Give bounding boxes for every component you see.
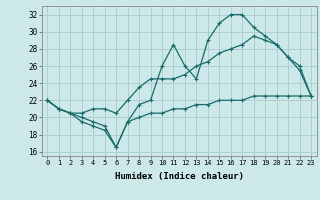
X-axis label: Humidex (Indice chaleur): Humidex (Indice chaleur): [115, 172, 244, 181]
